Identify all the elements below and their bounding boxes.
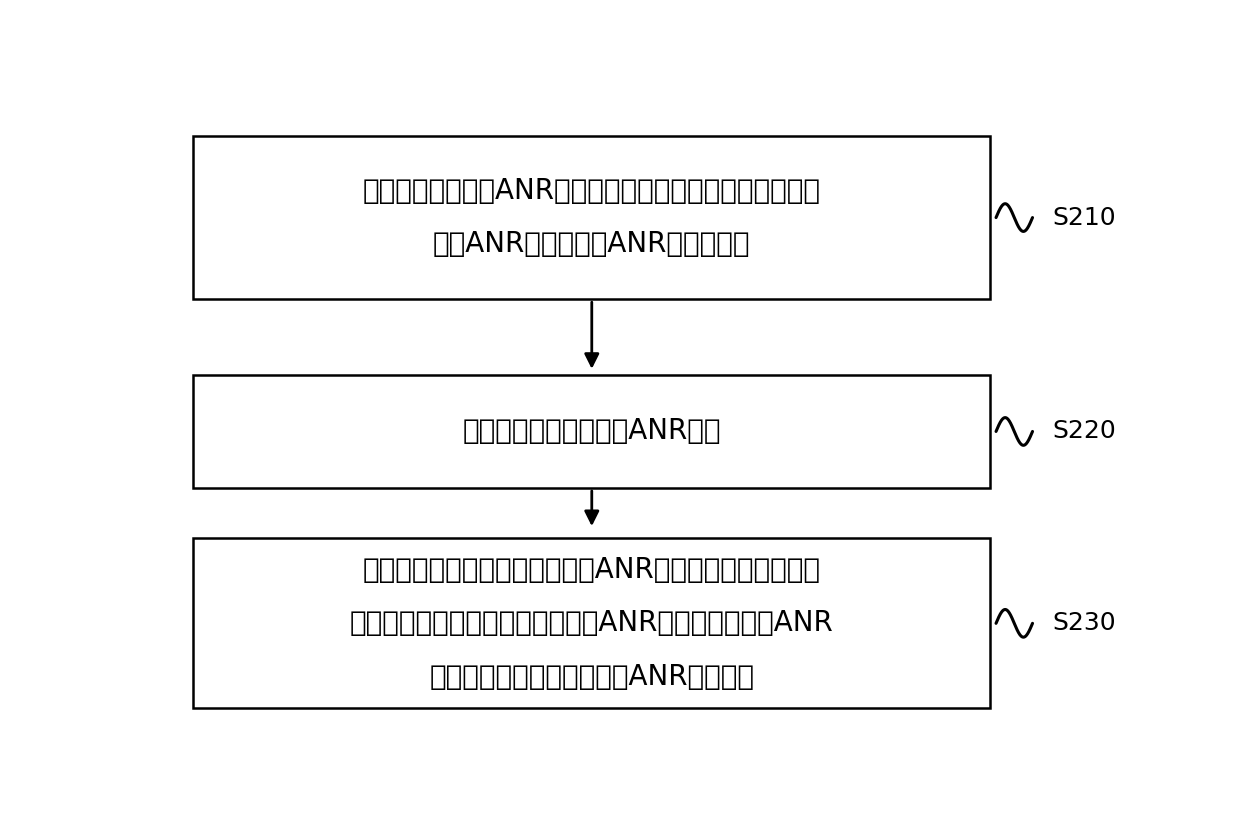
Text: 测量定时器超时，或获取到ANR测量结果: 测量定时器超时，或获取到ANR测量结果 <box>429 663 755 691</box>
Bar <box>193 375 990 488</box>
Text: S210: S210 <box>1053 206 1116 230</box>
Bar <box>193 136 990 299</box>
Bar <box>193 538 990 708</box>
Text: 接收自动邻区关系ANR的配置信息，其中，所述配置信息包: 接收自动邻区关系ANR的配置信息，其中，所述配置信息包 <box>363 176 820 205</box>
Text: 条件包括以下至少之一：达到所述ANR测量时长，所述ANR: 条件包括以下至少之一：达到所述ANR测量时长，所述ANR <box>349 609 834 637</box>
Text: 括：ANR测量时长或ANR测量定时器: 括：ANR测量时长或ANR测量定时器 <box>432 230 751 258</box>
Text: S220: S220 <box>1053 419 1116 444</box>
Text: S230: S230 <box>1053 611 1116 636</box>
Text: 基于所述配置信息进行ANR测量: 基于所述配置信息进行ANR测量 <box>462 417 721 445</box>
Text: 在满足第一条件的情况下，结束ANR测量；其中，所述第一: 在满足第一条件的情况下，结束ANR测量；其中，所述第一 <box>363 556 820 584</box>
